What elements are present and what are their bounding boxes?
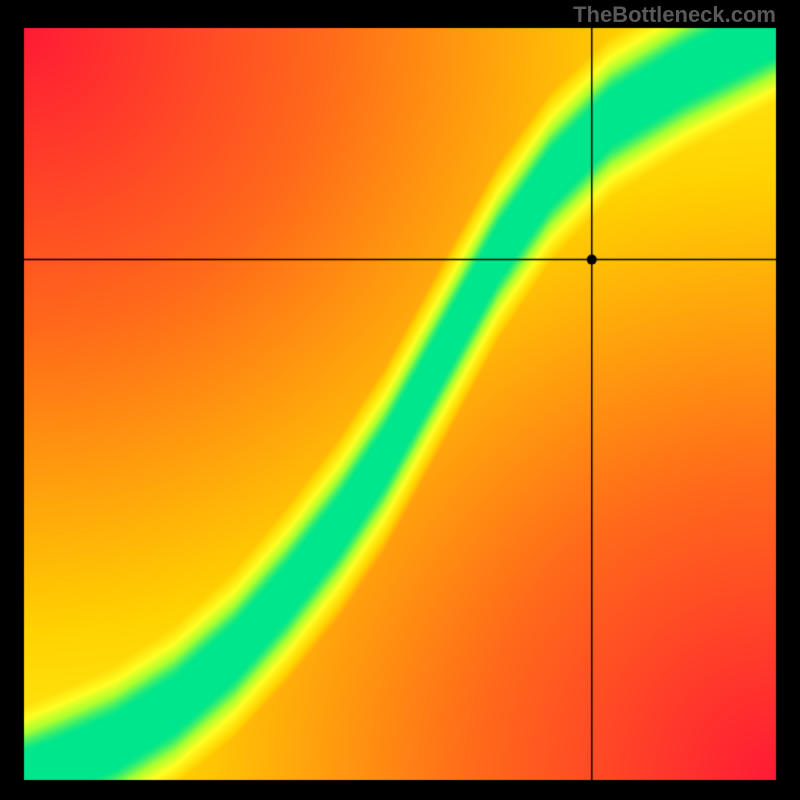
bottleneck-heatmap [0, 0, 800, 800]
watermark-text: TheBottleneck.com [573, 2, 776, 28]
